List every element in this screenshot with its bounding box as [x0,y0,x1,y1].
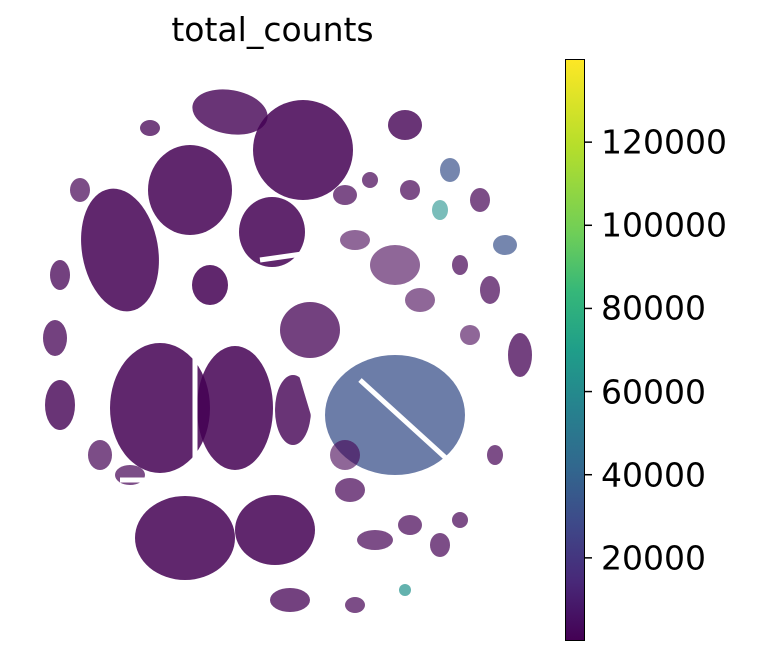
cell-cluster [197,346,273,470]
colorbar-tick-label: 20000 [601,538,706,578]
cell-cluster [270,588,310,612]
colorbar-tick-label: 100000 [601,205,727,245]
cell-cluster [362,172,378,188]
cell-cluster [135,496,235,580]
cell-cluster [340,230,370,250]
cell-cluster [388,110,422,140]
cell-cluster [487,445,503,465]
cell-cluster [345,597,365,613]
cell-cluster [235,495,315,565]
cell-cluster [399,584,411,596]
cell-cluster [398,515,422,535]
cell-cluster [280,302,340,358]
cell-cluster [405,288,435,312]
cell-cluster [330,440,360,470]
cell-clusters [43,89,532,613]
cell-cluster [275,375,311,445]
cell-cluster [192,265,228,305]
cell-cluster [140,120,160,136]
cell-cluster [357,530,393,550]
cell-cluster [70,178,90,202]
cell-cluster [493,235,517,255]
cell-cluster [508,333,532,377]
colorbar-tick-label: 60000 [601,372,706,412]
cell-cluster [452,512,468,528]
cell-cluster [253,100,353,200]
cluster-gap [149,297,231,323]
cell-cluster [400,180,420,200]
cluster-gap [228,297,292,343]
cell-cluster [460,325,480,345]
chart-title: total_counts [171,10,374,49]
cell-cluster [370,245,420,285]
cell-cluster [440,158,460,182]
cell-cluster [43,320,67,356]
cluster-gap [297,369,333,471]
cell-cluster [148,145,232,235]
cell-cluster [45,380,75,430]
cluster-gap [319,297,451,333]
cell-cluster [335,478,365,502]
cell-cluster [110,343,210,473]
colorbar-tick-label: 80000 [601,288,706,328]
embedding-scatter-plot [43,89,532,613]
cell-cluster [50,260,70,290]
cell-cluster [81,188,159,312]
cell-cluster [430,533,450,557]
cell-cluster [333,185,357,205]
cluster-gap [259,247,331,263]
cell-cluster [192,89,268,135]
cell-cluster [452,255,468,275]
cell-cluster [432,200,448,220]
colorbar-tick-label: 40000 [601,455,706,495]
colorbar [565,59,585,641]
cell-cluster [470,188,490,212]
cell-cluster [239,197,305,267]
cluster-gap [358,378,472,482]
colorbar-tick-label: 120000 [601,122,727,162]
cell-cluster [480,276,500,304]
cell-cluster [88,440,112,470]
